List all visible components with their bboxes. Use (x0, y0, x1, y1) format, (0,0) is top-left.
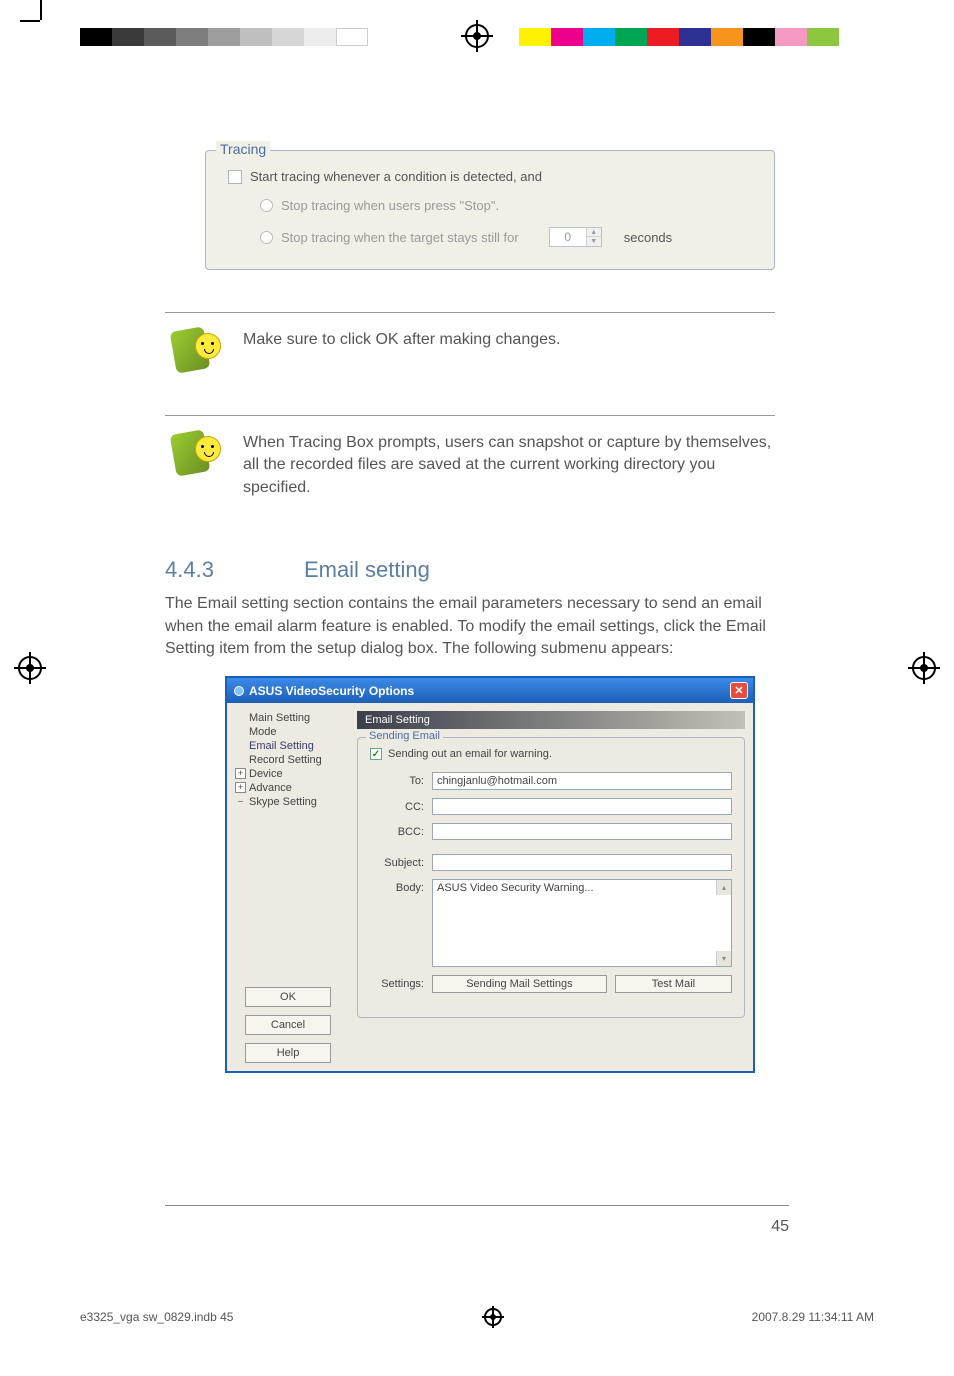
panel-title: Email Setting (357, 711, 745, 729)
tree-item[interactable]: Mode (235, 725, 351, 739)
registration-mark (912, 656, 936, 680)
tracing-radio2-row: Stop tracing when the target stays still… (228, 227, 752, 247)
tree-item[interactable]: Main Setting (235, 711, 351, 725)
seconds-spinner[interactable]: 0 ▲ ▼ (549, 227, 602, 247)
cancel-button[interactable]: Cancel (245, 1015, 331, 1035)
spinner-arrows: ▲ ▼ (586, 228, 601, 246)
test-mail-button[interactable]: Test Mail (615, 975, 732, 993)
note-icon (165, 323, 221, 379)
note-icon (165, 426, 221, 482)
note-2-text: When Tracing Box prompts, users can snap… (243, 430, 775, 499)
section-heading: 4.4.3 Email setting (165, 557, 775, 583)
tree-item[interactable]: Advance (235, 781, 351, 795)
right-pane: Email Setting Sending Email ✓ Sending ou… (357, 711, 745, 1063)
app-icon (234, 686, 244, 696)
note-2: When Tracing Box prompts, users can snap… (165, 415, 775, 499)
grayscale-bar (80, 28, 368, 46)
note-1: Make sure to click OK after making chang… (165, 312, 775, 379)
footer-file: e3325_vga sw_0829.indb 45 (80, 1310, 233, 1324)
scroll-up-icon[interactable]: ▴ (716, 880, 731, 895)
body-value: ASUS Video Security Warning... (437, 882, 594, 894)
subject-label: Subject: (370, 854, 424, 869)
enable-email-row: ✓ Sending out an email for warning. (370, 748, 732, 760)
spinner-up-icon[interactable]: ▲ (587, 228, 601, 237)
tree-item[interactable]: Email Setting (235, 739, 351, 753)
window-title: ASUS VideoSecurity Options (249, 684, 414, 698)
sending-email-group: Sending Email ✓ Sending out an email for… (357, 737, 745, 1018)
footer-rule (165, 1205, 789, 1206)
cc-input[interactable] (432, 798, 732, 815)
help-button[interactable]: Help (245, 1043, 331, 1063)
page-content: Tracing Start tracing whenever a conditi… (165, 150, 775, 1073)
body-textarea[interactable]: ASUS Video Security Warning... ▴ ▾ (432, 879, 732, 967)
scroll-down-icon[interactable]: ▾ (716, 951, 731, 966)
body-label: Body: (370, 879, 424, 894)
bcc-label: BCC: (370, 823, 424, 838)
crop-mark (40, 0, 70, 30)
tracing-radio-still[interactable] (260, 231, 273, 244)
options-window: ASUS VideoSecurity Options ✕ Main Settin… (225, 676, 755, 1073)
tracing-radio1-label: Stop tracing when users press "Stop". (281, 198, 499, 213)
tree-item[interactable]: Device (235, 767, 351, 781)
tree-item[interactable]: Skype Setting (235, 795, 351, 809)
tracing-checkbox-label: Start tracing whenever a condition is de… (250, 169, 542, 184)
ok-button[interactable]: OK (245, 987, 331, 1007)
window-body: Main SettingModeEmail SettingRecord Sett… (227, 703, 753, 1071)
color-bar (519, 28, 839, 46)
tracing-groupbox: Tracing Start tracing whenever a conditi… (205, 150, 775, 270)
note-1-text: Make sure to click OK after making chang… (243, 327, 560, 379)
seconds-label: seconds (624, 230, 672, 245)
window-titlebar: ASUS VideoSecurity Options ✕ (227, 678, 753, 703)
page-number: 45 (771, 1218, 789, 1236)
to-input[interactable]: chingjanlu@hotmail.com (432, 772, 732, 790)
left-pane: Main SettingModeEmail SettingRecord Sett… (235, 711, 351, 1063)
tracing-radio-stop[interactable] (260, 199, 273, 212)
tracing-radio2-label: Stop tracing when the target stays still… (281, 230, 519, 245)
tracing-legend: Tracing (216, 141, 270, 157)
nav-tree: Main SettingModeEmail SettingRecord Sett… (235, 711, 351, 809)
registration-mark (18, 656, 42, 680)
footer-timestamp: 2007.8.29 11:34:11 AM (752, 1310, 874, 1324)
tracing-checkbox[interactable] (228, 170, 242, 184)
settings-label: Settings: (370, 975, 424, 990)
cc-label: CC: (370, 798, 424, 813)
enable-email-checkbox[interactable]: ✓ (370, 748, 382, 760)
section-title: Email setting (304, 557, 430, 583)
registration-mark (484, 1308, 502, 1326)
section-body: The Email setting section contains the e… (165, 593, 775, 660)
spinner-value: 0 (550, 228, 586, 246)
section-number: 4.4.3 (165, 557, 214, 583)
spinner-down-icon[interactable]: ▼ (587, 237, 601, 246)
to-label: To: (370, 772, 424, 787)
subject-input[interactable] (432, 854, 732, 871)
sending-mail-settings-button[interactable]: Sending Mail Settings (432, 975, 607, 993)
bcc-input[interactable] (432, 823, 732, 840)
registration-mark (465, 24, 489, 48)
close-icon[interactable]: ✕ (730, 682, 748, 699)
tracing-checkbox-row: Start tracing whenever a condition is de… (228, 169, 752, 184)
tree-item[interactable]: Record Setting (235, 753, 351, 767)
tracing-radio1-row: Stop tracing when users press "Stop". (228, 198, 752, 213)
enable-email-label: Sending out an email for warning. (388, 748, 552, 760)
group-legend: Sending Email (366, 730, 443, 742)
print-footer: e3325_vga sw_0829.indb 45 2007.8.29 11:3… (80, 1308, 874, 1326)
